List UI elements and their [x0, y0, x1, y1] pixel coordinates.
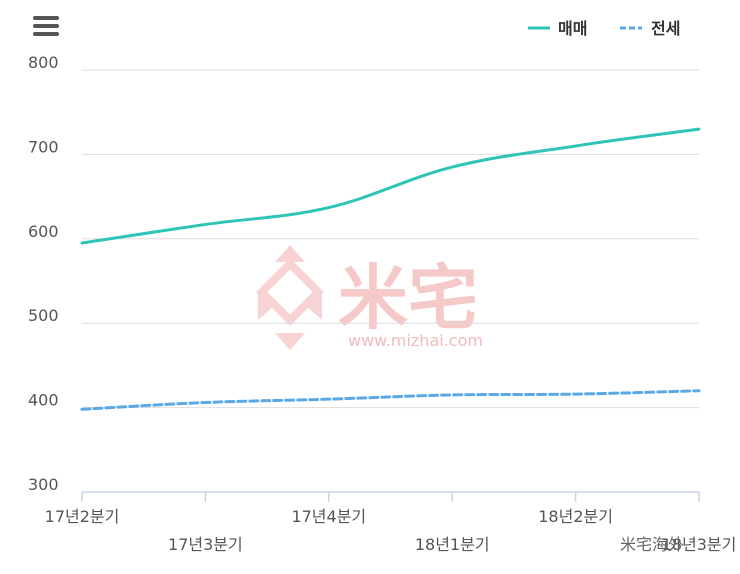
series-line-1[interactable]	[80, 389, 701, 411]
series-line-0[interactable]	[80, 127, 701, 245]
legend-label-sale: 매매	[558, 19, 587, 38]
legend-item-jeonse[interactable]: 전세	[620, 19, 680, 38]
y-tick-label: 700	[28, 137, 59, 156]
x-axis: 17년2분기 17년3분기 17년4분기 18년1분기 18년2분기 18년3분기	[45, 491, 737, 554]
watermark-logo-icon	[256, 245, 324, 350]
legend-label-jeonse: 전세	[651, 19, 680, 38]
x-tick-label: 17년4분기	[291, 507, 366, 526]
corner-label: 米宅海外	[620, 535, 684, 554]
grid-lines	[82, 69, 699, 409]
legend: 매매 전세	[528, 19, 680, 38]
watermark-url: www.mizhai.com	[348, 331, 483, 350]
x-tick-label: 17년3분기	[168, 535, 243, 554]
y-tick-label: 800	[28, 53, 59, 72]
x-tick-label: 18년1분기	[415, 535, 490, 554]
y-tick-label: 500	[28, 306, 59, 325]
watermark: 米宅 www.mizhai.com	[256, 245, 483, 350]
watermark-text: 米宅	[338, 257, 478, 339]
y-tick-label: 600	[28, 222, 59, 241]
y-tick-label: 300	[28, 475, 59, 494]
legend-item-sale[interactable]: 매매	[528, 19, 587, 38]
x-tick-label: 18년2분기	[538, 507, 613, 526]
y-axis: 300 400 500 600 700 800	[28, 53, 59, 494]
y-tick-label: 400	[28, 391, 59, 410]
series-lines	[80, 127, 701, 411]
x-tick-label: 18년3분기	[662, 535, 737, 554]
hamburger-menu-icon[interactable]	[33, 16, 59, 36]
x-tick-label: 17년2분기	[45, 507, 120, 526]
